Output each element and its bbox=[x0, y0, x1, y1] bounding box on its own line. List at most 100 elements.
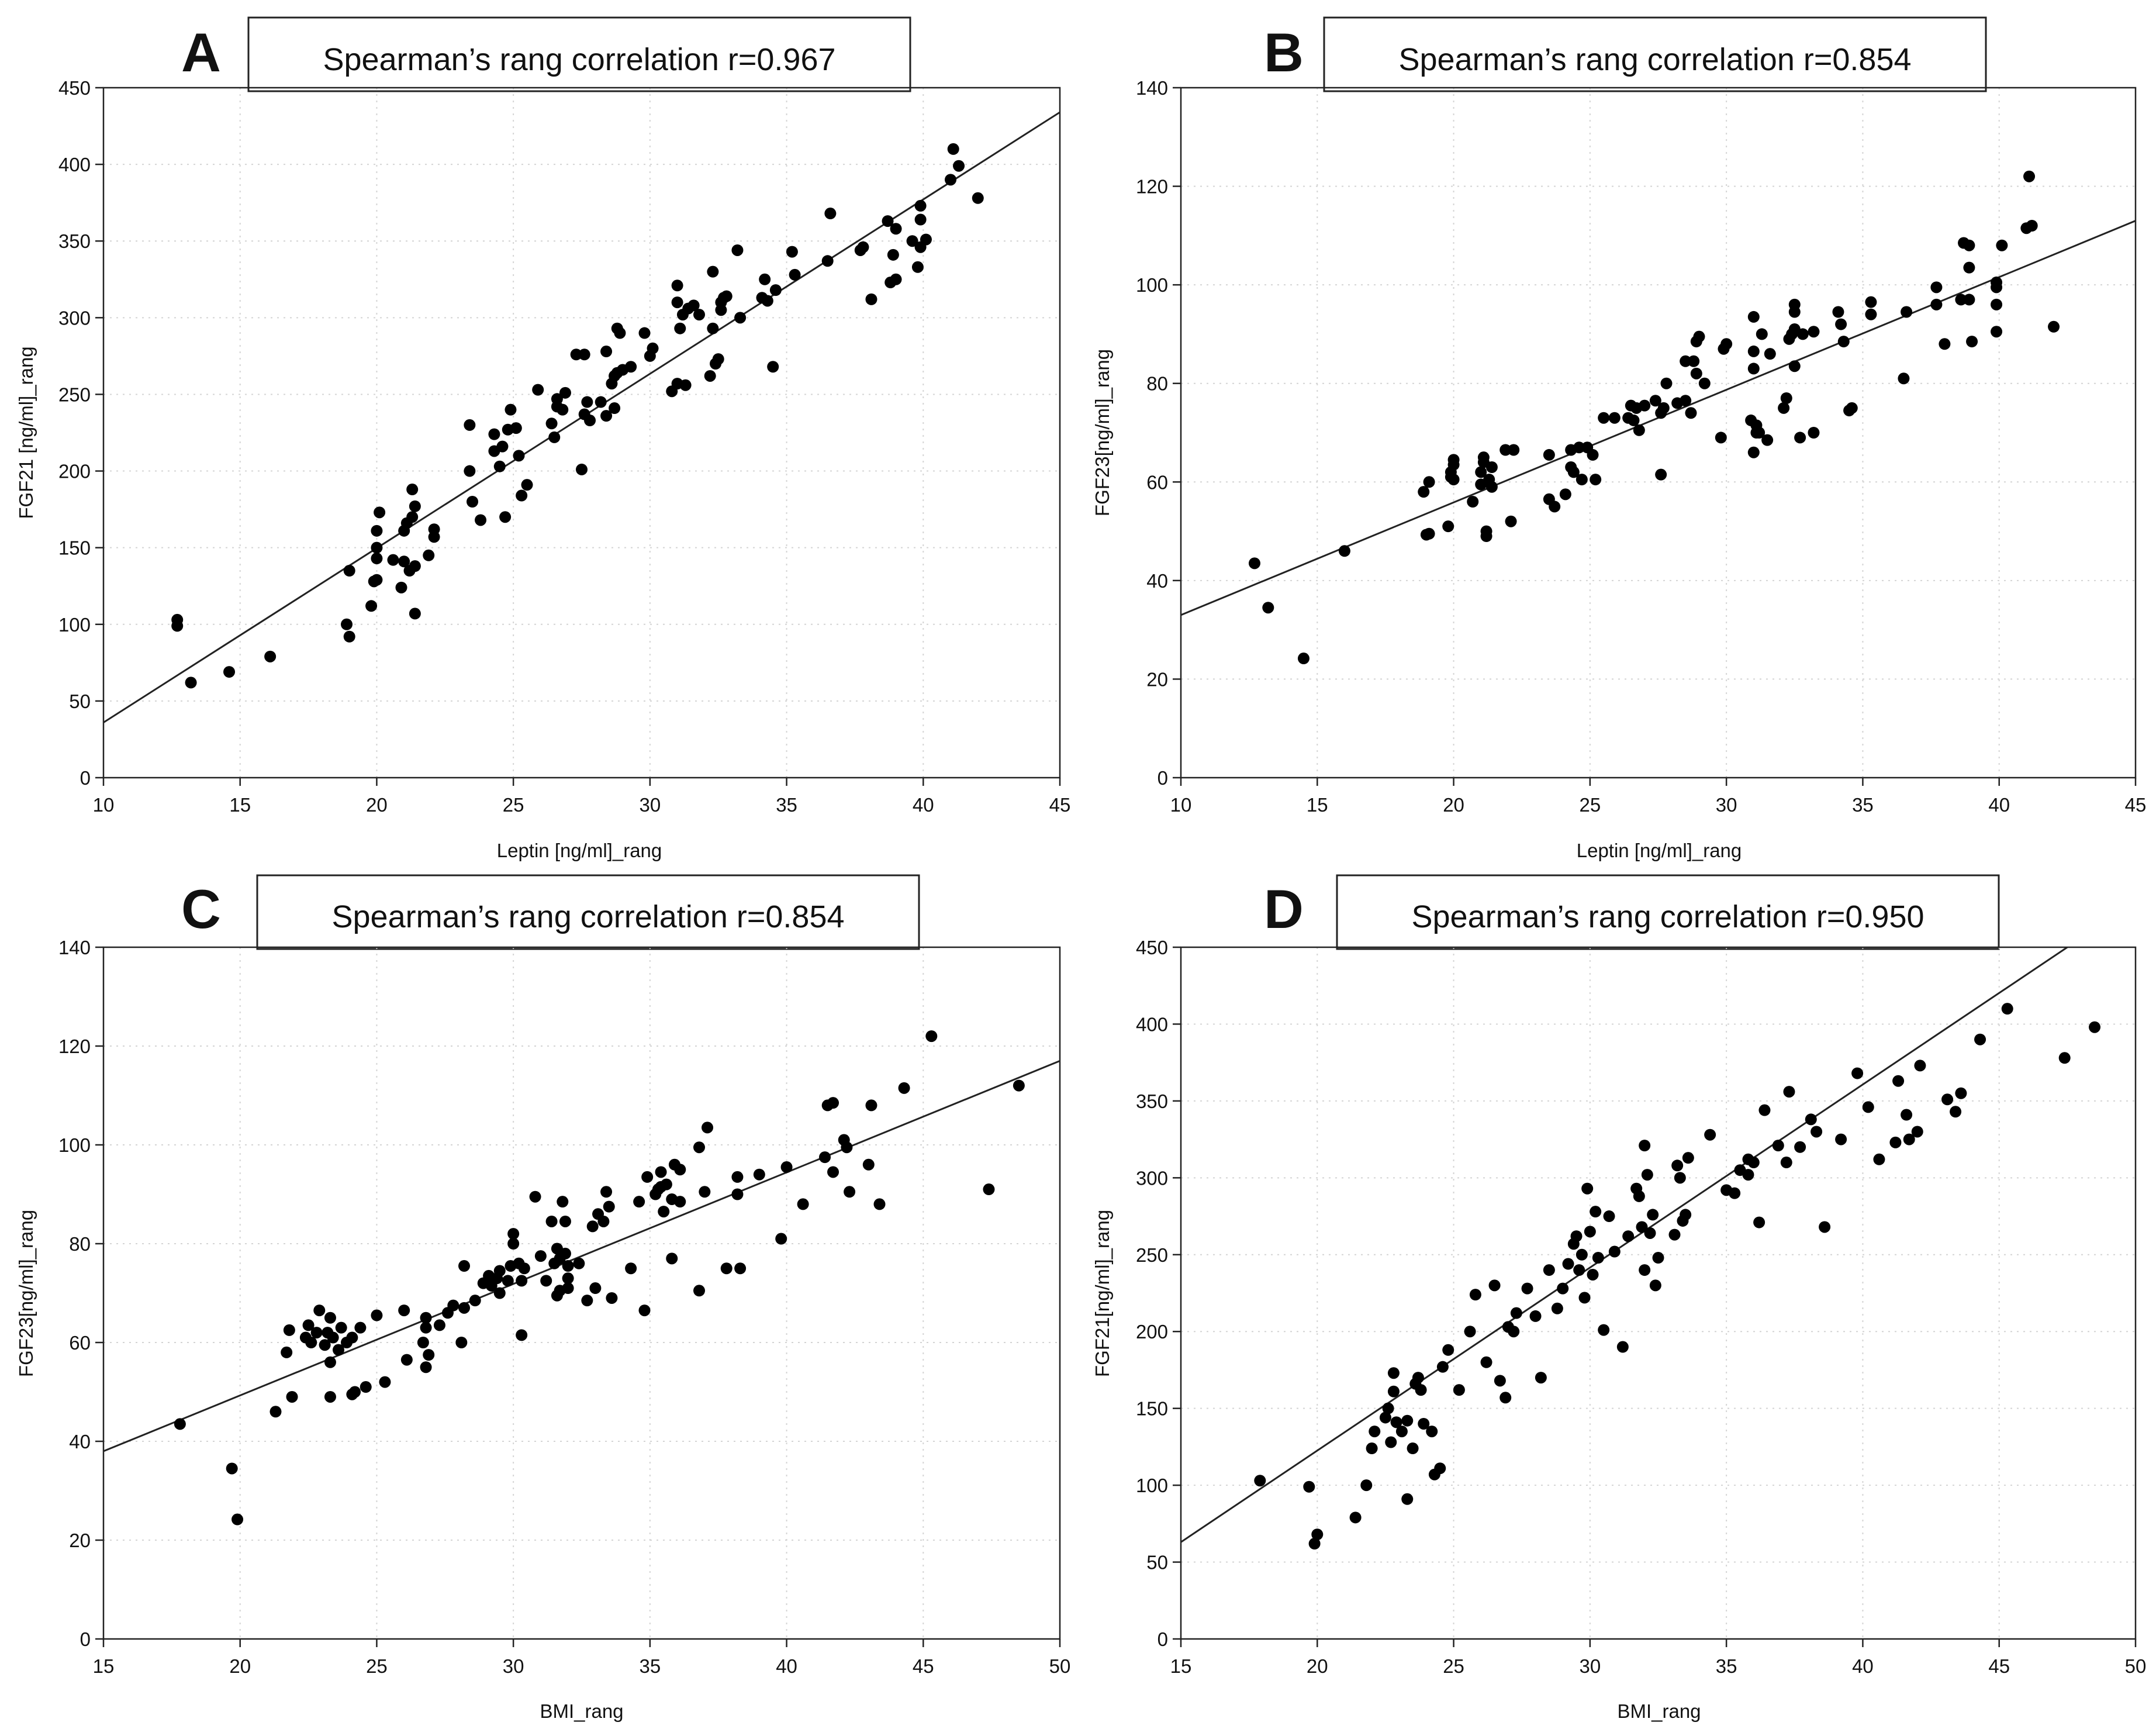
data-point bbox=[464, 419, 476, 431]
data-point bbox=[371, 574, 383, 586]
data-point bbox=[406, 511, 419, 523]
data-point bbox=[1573, 441, 1585, 454]
data-point bbox=[1480, 1356, 1492, 1368]
x-tick-label: 30 bbox=[639, 794, 661, 816]
data-point bbox=[324, 1312, 336, 1324]
data-point bbox=[1418, 486, 1430, 498]
data-point bbox=[354, 1321, 367, 1334]
data-point bbox=[1401, 1414, 1414, 1427]
data-point bbox=[371, 524, 383, 537]
data-point bbox=[1892, 1075, 1905, 1087]
data-point bbox=[2048, 320, 2060, 333]
data-point bbox=[857, 241, 869, 253]
data-point bbox=[1780, 392, 1792, 404]
data-point bbox=[562, 1272, 574, 1285]
data-point bbox=[423, 1349, 435, 1361]
data-point bbox=[409, 608, 421, 620]
data-point bbox=[464, 465, 476, 477]
data-point bbox=[1442, 520, 1454, 533]
regression-line bbox=[1181, 947, 2068, 1543]
data-point bbox=[1649, 1279, 1661, 1292]
data-point bbox=[1584, 1226, 1596, 1238]
data-point bbox=[371, 1309, 383, 1321]
data-point bbox=[1505, 515, 1517, 527]
data-point bbox=[671, 296, 683, 309]
data-point bbox=[589, 1282, 602, 1295]
data-point bbox=[395, 581, 407, 593]
data-point bbox=[1680, 395, 1692, 407]
data-point bbox=[1633, 424, 1645, 436]
data-point bbox=[1442, 1344, 1454, 1356]
data-point bbox=[1387, 1367, 1400, 1379]
title-box: Spearman’s rang correlation r=0.950 bbox=[1336, 874, 2000, 950]
y-tick-label: 20 bbox=[1146, 668, 1168, 690]
y-axis-label: FGF23[ng/ml]_rang bbox=[15, 1210, 37, 1377]
data-point bbox=[1778, 402, 1790, 414]
data-point bbox=[1649, 395, 1661, 407]
data-point bbox=[305, 1337, 317, 1348]
data-point bbox=[185, 677, 197, 689]
data-point bbox=[379, 1376, 391, 1388]
data-point bbox=[532, 384, 544, 396]
panel-letter: D bbox=[1264, 878, 1304, 940]
x-tick-label: 40 bbox=[1852, 1655, 1874, 1677]
plot-frame bbox=[102, 87, 1061, 779]
data-point bbox=[720, 1262, 733, 1275]
data-point bbox=[1974, 1033, 1986, 1045]
data-point bbox=[707, 322, 719, 334]
data-point bbox=[281, 1346, 293, 1358]
y-tick-label: 300 bbox=[58, 307, 91, 329]
data-point bbox=[1835, 1133, 1847, 1145]
data-point bbox=[1652, 1252, 1664, 1264]
panel-b: B Spearman’s rang correlation r=0.854 10… bbox=[1091, 16, 2146, 861]
data-point bbox=[1862, 1101, 1874, 1113]
data-point bbox=[576, 463, 588, 475]
data-point bbox=[2026, 220, 2038, 232]
plot-frame bbox=[1180, 87, 2137, 779]
data-point bbox=[371, 553, 383, 565]
x-tick-label: 20 bbox=[229, 1655, 251, 1677]
data-point bbox=[400, 1354, 413, 1366]
data-point bbox=[687, 299, 700, 312]
x-tick-label: 25 bbox=[1579, 794, 1601, 816]
data-point bbox=[1557, 1282, 1569, 1295]
data-point bbox=[1808, 326, 1820, 338]
data-point bbox=[1616, 1341, 1629, 1353]
data-point bbox=[409, 500, 421, 512]
chart-title: Spearman’s rang correlation r=0.854 bbox=[331, 899, 844, 934]
data-point bbox=[1764, 348, 1776, 360]
data-point bbox=[1434, 1462, 1446, 1475]
data-point bbox=[945, 174, 957, 186]
data-point bbox=[1447, 474, 1460, 486]
data-point bbox=[420, 1361, 432, 1373]
x-tick-label: 40 bbox=[776, 1655, 797, 1677]
data-point bbox=[447, 1299, 459, 1312]
data-point bbox=[1603, 1210, 1615, 1223]
plot-area: 15 20 25 30 35 40 45 50 0 20 40 60 80 100 120 140 bbox=[58, 937, 1070, 1677]
data-point bbox=[1794, 1141, 1806, 1153]
data-point bbox=[1966, 336, 1978, 348]
y-tick-label: 120 bbox=[1136, 176, 1168, 198]
data-point bbox=[1756, 328, 1768, 340]
data-point bbox=[1508, 1326, 1520, 1338]
data-point bbox=[759, 273, 771, 285]
y-tick-label: 400 bbox=[1136, 1013, 1168, 1035]
data-point bbox=[562, 1260, 574, 1272]
data-point bbox=[417, 1337, 429, 1348]
title-box: Spearman’s rang correlation r=0.854 bbox=[1323, 16, 1987, 92]
data-point bbox=[953, 160, 965, 172]
data-point bbox=[873, 1198, 886, 1210]
data-point bbox=[911, 261, 924, 273]
data-point bbox=[1494, 1375, 1506, 1387]
x-tick-label: 15 bbox=[1170, 1655, 1192, 1677]
data-point bbox=[398, 1304, 410, 1317]
data-point bbox=[1729, 1187, 1741, 1199]
data-point bbox=[827, 1166, 839, 1178]
data-point bbox=[521, 479, 533, 491]
y-tick-label: 0 bbox=[80, 1628, 91, 1650]
data-point bbox=[1772, 1140, 1784, 1152]
data-point bbox=[734, 1262, 747, 1275]
data-point bbox=[264, 650, 277, 662]
data-point bbox=[1418, 1417, 1430, 1430]
data-point bbox=[534, 1250, 547, 1262]
